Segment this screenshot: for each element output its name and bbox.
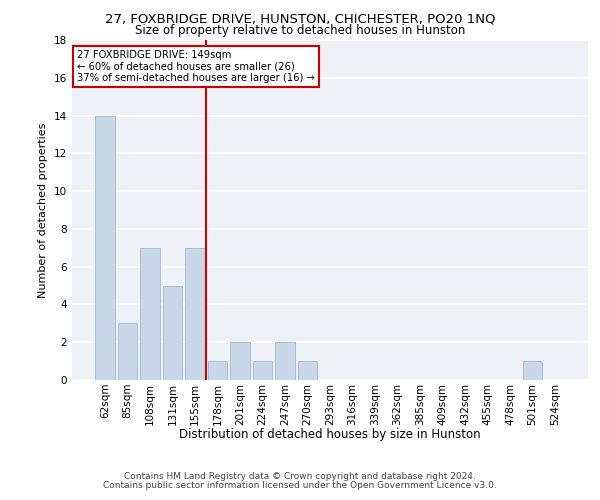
Text: 27, FOXBRIDGE DRIVE, HUNSTON, CHICHESTER, PO20 1NQ: 27, FOXBRIDGE DRIVE, HUNSTON, CHICHESTER… xyxy=(105,12,495,26)
Bar xyxy=(208,361,227,380)
Bar xyxy=(163,286,182,380)
Bar xyxy=(185,248,205,380)
Bar xyxy=(523,361,542,380)
Bar xyxy=(253,361,272,380)
Text: 27 FOXBRIDGE DRIVE: 149sqm
← 60% of detached houses are smaller (26)
37% of semi: 27 FOXBRIDGE DRIVE: 149sqm ← 60% of deta… xyxy=(77,50,315,84)
X-axis label: Distribution of detached houses by size in Hunston: Distribution of detached houses by size … xyxy=(179,428,481,440)
Y-axis label: Number of detached properties: Number of detached properties xyxy=(38,122,49,298)
Bar xyxy=(140,248,160,380)
Bar xyxy=(95,116,115,380)
Text: Size of property relative to detached houses in Hunston: Size of property relative to detached ho… xyxy=(135,24,465,37)
Bar xyxy=(118,324,137,380)
Text: Contains public sector information licensed under the Open Government Licence v3: Contains public sector information licen… xyxy=(103,481,497,490)
Text: Contains HM Land Registry data © Crown copyright and database right 2024.: Contains HM Land Registry data © Crown c… xyxy=(124,472,476,481)
Bar xyxy=(275,342,295,380)
Bar xyxy=(298,361,317,380)
Bar xyxy=(230,342,250,380)
